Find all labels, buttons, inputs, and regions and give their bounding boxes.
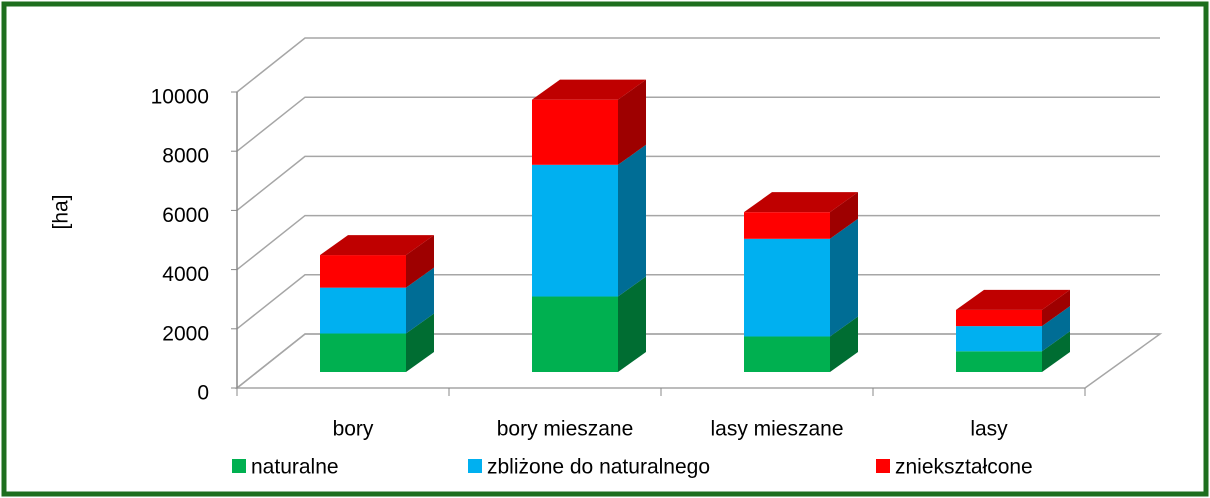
bar-side xyxy=(406,235,434,288)
x-tick-label: lasy mieszane xyxy=(710,418,843,441)
legend-label: naturalne xyxy=(251,456,339,479)
bar xyxy=(320,333,406,372)
bar-side xyxy=(618,276,646,372)
grid-line xyxy=(236,155,1160,211)
y-tick-label: 4000 xyxy=(162,263,209,286)
y-tick-label: 0 xyxy=(197,382,209,405)
bar-top xyxy=(744,192,858,213)
grid-line xyxy=(236,37,1160,93)
bar xyxy=(744,336,830,372)
bar-side xyxy=(1042,306,1070,352)
bar-side xyxy=(618,79,646,165)
x-tick-label: lasy xyxy=(970,418,1008,441)
y-tick-label: 8000 xyxy=(162,145,209,168)
bar-side xyxy=(830,316,858,372)
bar xyxy=(320,255,406,288)
bar xyxy=(744,212,830,239)
bar-top xyxy=(320,235,434,256)
legend-swatch xyxy=(232,459,246,473)
y-axis-label: [ha] xyxy=(50,194,73,229)
bar xyxy=(532,296,618,372)
legend-swatch xyxy=(876,459,890,473)
bar xyxy=(532,99,618,165)
bar-side xyxy=(830,192,858,239)
bar-side xyxy=(618,144,646,297)
bar-side xyxy=(406,267,434,334)
y-tick-label: 2000 xyxy=(162,322,209,345)
grid-line xyxy=(236,96,1160,152)
y-tick-label: 10000 xyxy=(151,86,209,109)
legend-label: zniekształcone xyxy=(895,456,1033,479)
bar-top xyxy=(956,289,1070,310)
x-tick-label: bory mieszane xyxy=(497,418,634,441)
y-tick-label: 6000 xyxy=(162,204,209,227)
bar xyxy=(744,238,830,337)
bar xyxy=(956,326,1042,352)
bar-side xyxy=(830,218,858,337)
bar-side xyxy=(1042,289,1070,327)
bar xyxy=(320,287,406,334)
legend-swatch xyxy=(468,459,482,473)
grid-line xyxy=(236,333,1160,389)
grid-line xyxy=(236,214,1160,271)
bar-top xyxy=(532,79,646,100)
bar xyxy=(956,351,1042,372)
legend-label: zbliżone do naturalnego xyxy=(487,456,710,479)
bar-side xyxy=(406,313,434,372)
bar-side xyxy=(1042,331,1070,372)
grid-line xyxy=(236,274,1160,330)
bar xyxy=(956,309,1042,327)
bar xyxy=(532,164,618,297)
x-tick-label: bory xyxy=(333,418,374,441)
